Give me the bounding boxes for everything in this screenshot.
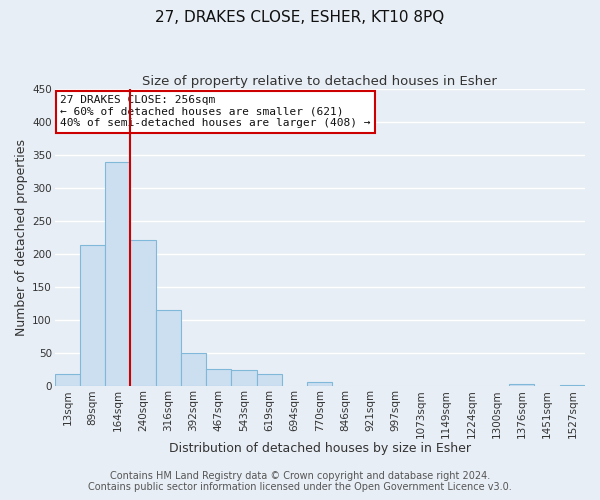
Bar	[105, 162, 130, 386]
Bar	[55, 374, 80, 386]
Bar	[80, 245, 105, 386]
X-axis label: Distribution of detached houses by size in Esher: Distribution of detached houses by size …	[169, 442, 471, 455]
Y-axis label: Number of detached properties: Number of detached properties	[15, 139, 28, 336]
Bar	[509, 384, 535, 386]
Bar	[156, 310, 181, 386]
Bar	[560, 385, 585, 386]
Bar	[181, 352, 206, 386]
Text: 27 DRAKES CLOSE: 256sqm
← 60% of detached houses are smaller (621)
40% of semi-d: 27 DRAKES CLOSE: 256sqm ← 60% of detache…	[60, 95, 370, 128]
Bar	[232, 370, 257, 386]
Bar	[206, 369, 232, 386]
Text: Contains HM Land Registry data © Crown copyright and database right 2024.
Contai: Contains HM Land Registry data © Crown c…	[88, 471, 512, 492]
Text: 27, DRAKES CLOSE, ESHER, KT10 8PQ: 27, DRAKES CLOSE, ESHER, KT10 8PQ	[155, 10, 445, 25]
Bar	[307, 382, 332, 386]
Bar	[257, 374, 282, 386]
Bar	[130, 240, 156, 386]
Title: Size of property relative to detached houses in Esher: Size of property relative to detached ho…	[142, 75, 497, 88]
